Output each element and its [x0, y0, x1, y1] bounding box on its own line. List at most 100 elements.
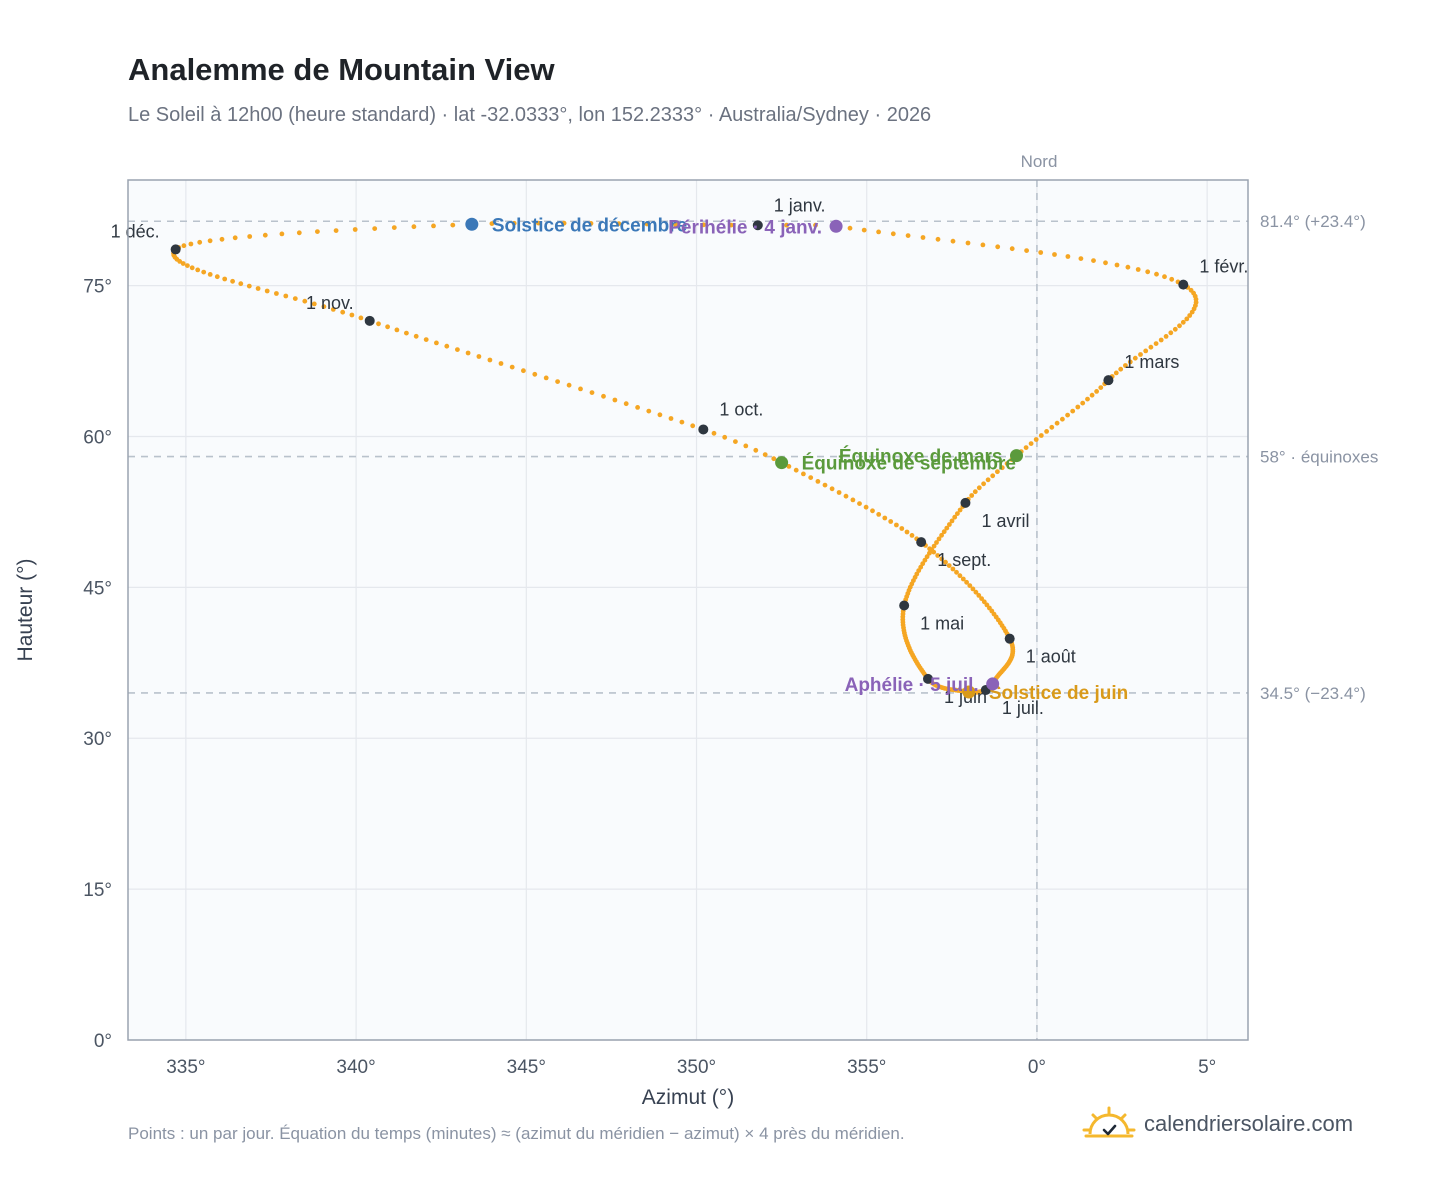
daily-sun-point [1085, 396, 1090, 402]
daily-sun-point [1052, 252, 1057, 257]
daily-sun-point [1044, 429, 1049, 434]
daily-sun-point [947, 522, 952, 527]
daily-sun-point [644, 221, 650, 227]
brand[interactable]: calendriersolaire.com [1082, 1104, 1353, 1144]
daily-sun-point [905, 233, 911, 239]
daily-sun-point [444, 343, 450, 349]
daily-sun-point [815, 479, 821, 484]
daily-sun-point [822, 482, 828, 488]
x-tick-label: 0° [1028, 1057, 1046, 1078]
event-label: Solstice de décembre [492, 215, 687, 236]
daily-sun-point [980, 242, 986, 248]
daily-sun-point [489, 221, 495, 227]
daily-sun-point [904, 529, 910, 535]
daily-sun-point [222, 276, 228, 282]
daily-sun-point [1123, 363, 1128, 368]
daily-sun-point [1153, 341, 1159, 346]
daily-sun-point [1177, 323, 1182, 329]
daily-sun-point [555, 379, 560, 384]
brand-name: calendriersolaire.com [1144, 1111, 1354, 1136]
event-marker [986, 677, 1000, 691]
daily-sun-point [578, 386, 583, 392]
daily-sun-point [588, 221, 594, 226]
daily-sun-point [882, 515, 888, 521]
daily-sun-point [1038, 433, 1044, 438]
y-tick-label: 15° [83, 880, 112, 901]
daily-sun-point [931, 549, 937, 555]
x-tick-label: 350° [677, 1057, 716, 1078]
daily-sun-point [941, 529, 947, 535]
daily-sun-point [246, 283, 252, 289]
daily-sun-point [302, 298, 308, 304]
x-tick-label: 5° [1198, 1057, 1216, 1078]
reference-lines [128, 180, 1248, 1040]
daily-sun-point [376, 321, 381, 327]
daily-sun-point [1162, 274, 1167, 280]
daily-sun-point [972, 489, 978, 495]
month-label: 1 mai [920, 613, 964, 633]
daily-sun-point [349, 312, 355, 318]
daily-sun-point [935, 553, 941, 558]
y-axis-label: Hauteur (°) [14, 559, 37, 662]
daily-sun-point [1070, 408, 1076, 414]
daily-sun-point [189, 265, 195, 271]
daily-sun-point [197, 239, 203, 245]
daily-sun-point [936, 536, 942, 542]
daily-sun-point [201, 269, 207, 275]
x-tick-label: 355° [847, 1057, 886, 1078]
daily-sun-point [566, 382, 572, 388]
reference-line-label: 58° · équinoxes [1260, 448, 1378, 467]
daily-sun-point [955, 511, 960, 516]
daily-sun-point [188, 241, 194, 247]
daily-sun-point [711, 430, 717, 436]
event-label: Équinoxe de mars [839, 446, 1003, 468]
daily-sun-point [985, 477, 991, 483]
daily-sun-point [657, 412, 663, 418]
daily-sun-point [801, 471, 806, 477]
daily-sun-point [238, 281, 244, 287]
daily-sun-point [1065, 412, 1070, 418]
daily-sun-point [1089, 392, 1095, 398]
daily-sun-point [264, 288, 270, 294]
daily-sun-point [255, 286, 261, 291]
daily-sun-point [1148, 344, 1154, 350]
daily-sun-point [230, 278, 236, 284]
daily-sun-point [340, 309, 346, 315]
daily-sun-point [1169, 276, 1175, 282]
daily-sun-point [358, 315, 364, 321]
daily-sun-point [1091, 258, 1096, 263]
daily-sun-point [753, 447, 759, 453]
daily-sun-point [950, 238, 956, 244]
daily-sun-point [635, 405, 640, 410]
event-marker [465, 217, 479, 231]
event-marker [829, 219, 843, 233]
daily-sun-point [385, 324, 390, 330]
event-marker [1010, 449, 1024, 463]
daily-sun-point [404, 330, 409, 336]
daily-sun-point [431, 223, 436, 229]
footnote: Points : un par jour. Équation du temps … [128, 1124, 905, 1143]
analemma-curve [171, 220, 1199, 695]
daily-sun-point [944, 525, 950, 531]
daily-sun-point [561, 220, 567, 226]
daily-sun-point [612, 397, 618, 403]
daily-sun-point [180, 261, 186, 266]
daily-sun-point [1158, 337, 1164, 343]
daily-sun-point [509, 364, 515, 370]
daily-sun-point [927, 550, 932, 556]
daily-sun-point [207, 272, 213, 277]
event-marker [775, 456, 789, 470]
daily-sun-point [920, 561, 926, 567]
x-tick-label: 345° [507, 1057, 546, 1078]
daily-sun-point [762, 452, 768, 457]
daily-sun-point [976, 593, 982, 598]
daily-sun-point [1187, 313, 1193, 318]
daily-sun-point [411, 224, 417, 230]
daily-sun-point [952, 514, 958, 520]
daily-sun-point [262, 232, 268, 238]
daily-sun-point [890, 231, 896, 237]
daily-sun-point [1135, 267, 1141, 272]
daily-sun-point [1054, 420, 1060, 426]
daily-sun-point [616, 221, 622, 227]
